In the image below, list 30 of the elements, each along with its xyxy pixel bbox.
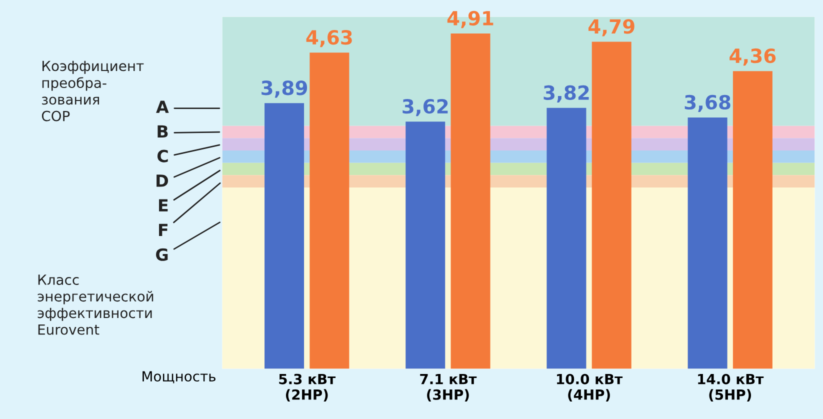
data-label: 4,36 <box>730 48 776 66</box>
text: D <box>156 174 168 187</box>
x-tick-label: 10.0 кВт (4HP) <box>557 374 623 402</box>
x-tick-label: 14.0 кВт (5HP) <box>698 374 764 402</box>
bar <box>592 42 632 369</box>
data-label: 3,68 <box>684 94 730 112</box>
text: Класс энергетической эффективности Eurovent <box>38 274 154 335</box>
x-tick-label: 5.3 кВт (2HP) <box>279 374 336 402</box>
x-tick-label: 7.1 кВт (3HP) <box>420 374 477 402</box>
text: Коэффициент преобра- зования COP <box>42 60 144 122</box>
text: G <box>156 248 168 261</box>
data-label: 4,79 <box>588 19 634 36</box>
data-label: 3,62 <box>402 98 448 116</box>
text: C <box>157 150 168 162</box>
data-label: 4,63 <box>306 30 352 48</box>
data-label: 3,89 <box>262 80 308 98</box>
data-label: 3,82 <box>544 85 589 102</box>
data-label: 4,91 <box>447 10 494 28</box>
bar <box>688 117 728 369</box>
x-axis-title: Мощность <box>142 371 216 384</box>
bar <box>546 108 586 369</box>
text: A <box>156 100 169 113</box>
bar <box>450 34 490 369</box>
bar <box>732 71 772 369</box>
text: E <box>159 199 168 212</box>
text: F <box>159 224 168 236</box>
bar <box>264 103 304 369</box>
bar <box>406 122 446 369</box>
text: B <box>158 125 168 138</box>
bar <box>310 52 350 369</box>
